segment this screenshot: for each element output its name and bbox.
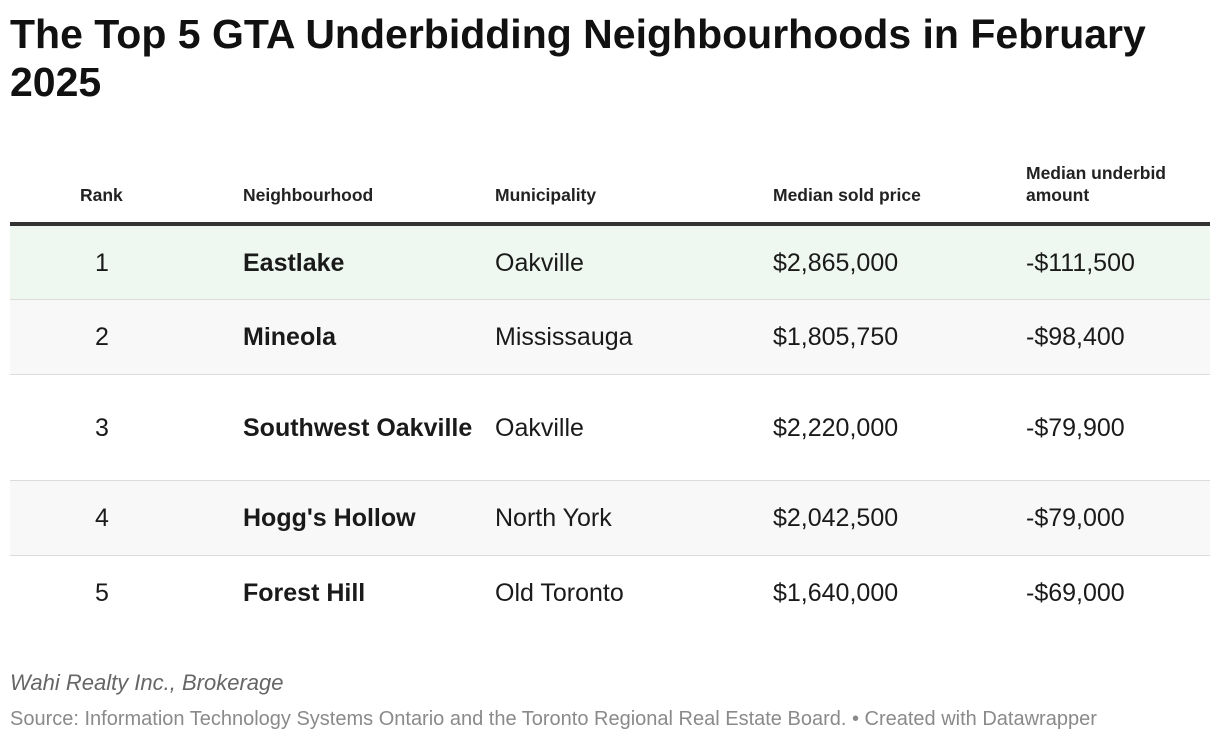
- cell-rank: 3: [10, 374, 243, 481]
- column-header-median-sold-price[interactable]: Median sold price: [773, 160, 1026, 226]
- table-row: 5 Forest Hill Old Toronto $1,640,000 -$6…: [10, 555, 1210, 629]
- cell-neighbourhood: Hogg's Hollow: [243, 480, 495, 556]
- cell-neighbourhood: Forest Hill: [243, 555, 495, 629]
- chart-title: The Top 5 GTA Underbidding Neighbourhood…: [10, 11, 1146, 105]
- cell-median-underbid: -$69,000: [1026, 555, 1210, 629]
- cell-median-sold-price: $2,220,000: [773, 374, 1026, 481]
- footer-source: Source: Information Technology Systems O…: [10, 708, 1097, 730]
- cell-median-underbid: -$98,400: [1026, 299, 1210, 375]
- table-row: 4 Hogg's Hollow North York $2,042,500 -$…: [10, 480, 1210, 556]
- cell-median-sold-price: $2,865,000: [773, 224, 1026, 300]
- cell-municipality: Mississauga: [495, 299, 773, 375]
- data-table-container: Rank Neighbourhood Municipality Median s…: [10, 160, 1210, 629]
- cell-rank: 5: [10, 555, 243, 629]
- cell-municipality: Oakville: [495, 224, 773, 300]
- table-row: 2 Mineola Mississauga $1,805,750 -$98,40…: [10, 299, 1210, 375]
- cell-neighbourhood: Southwest Oakville: [243, 374, 495, 481]
- cell-median-underbid: -$111,500: [1026, 224, 1210, 300]
- footer-organization: Wahi Realty Inc., Brokerage: [10, 670, 284, 695]
- column-header-municipality[interactable]: Municipality: [495, 160, 773, 226]
- header-row: Rank Neighbourhood Municipality Median s…: [10, 160, 1210, 226]
- cell-median-sold-price: $2,042,500: [773, 480, 1026, 556]
- cell-median-underbid: -$79,900: [1026, 374, 1210, 481]
- cell-municipality: North York: [495, 480, 773, 556]
- data-table: Rank Neighbourhood Municipality Median s…: [10, 160, 1210, 629]
- cell-municipality: Old Toronto: [495, 555, 773, 629]
- table-body: 1 Eastlake Oakville $2,865,000 -$111,500…: [10, 224, 1210, 629]
- cell-neighbourhood: Eastlake: [243, 224, 495, 300]
- table-row: 1 Eastlake Oakville $2,865,000 -$111,500: [10, 224, 1210, 300]
- column-header-neighbourhood[interactable]: Neighbourhood: [243, 160, 495, 226]
- column-header-rank[interactable]: Rank: [10, 160, 243, 226]
- cell-median-sold-price: $1,805,750: [773, 299, 1026, 375]
- cell-neighbourhood: Mineola: [243, 299, 495, 375]
- cell-rank: 2: [10, 299, 243, 375]
- table-header: Rank Neighbourhood Municipality Median s…: [10, 160, 1210, 226]
- table-row: 3 Southwest Oakville Oakville $2,220,000…: [10, 374, 1210, 481]
- column-header-median-underbid[interactable]: Median underbid amount: [1026, 160, 1210, 226]
- cell-municipality: Oakville: [495, 374, 773, 481]
- cell-median-sold-price: $1,640,000: [773, 555, 1026, 629]
- cell-median-underbid: -$79,000: [1026, 480, 1210, 556]
- cell-rank: 4: [10, 480, 243, 556]
- cell-rank: 1: [10, 224, 243, 300]
